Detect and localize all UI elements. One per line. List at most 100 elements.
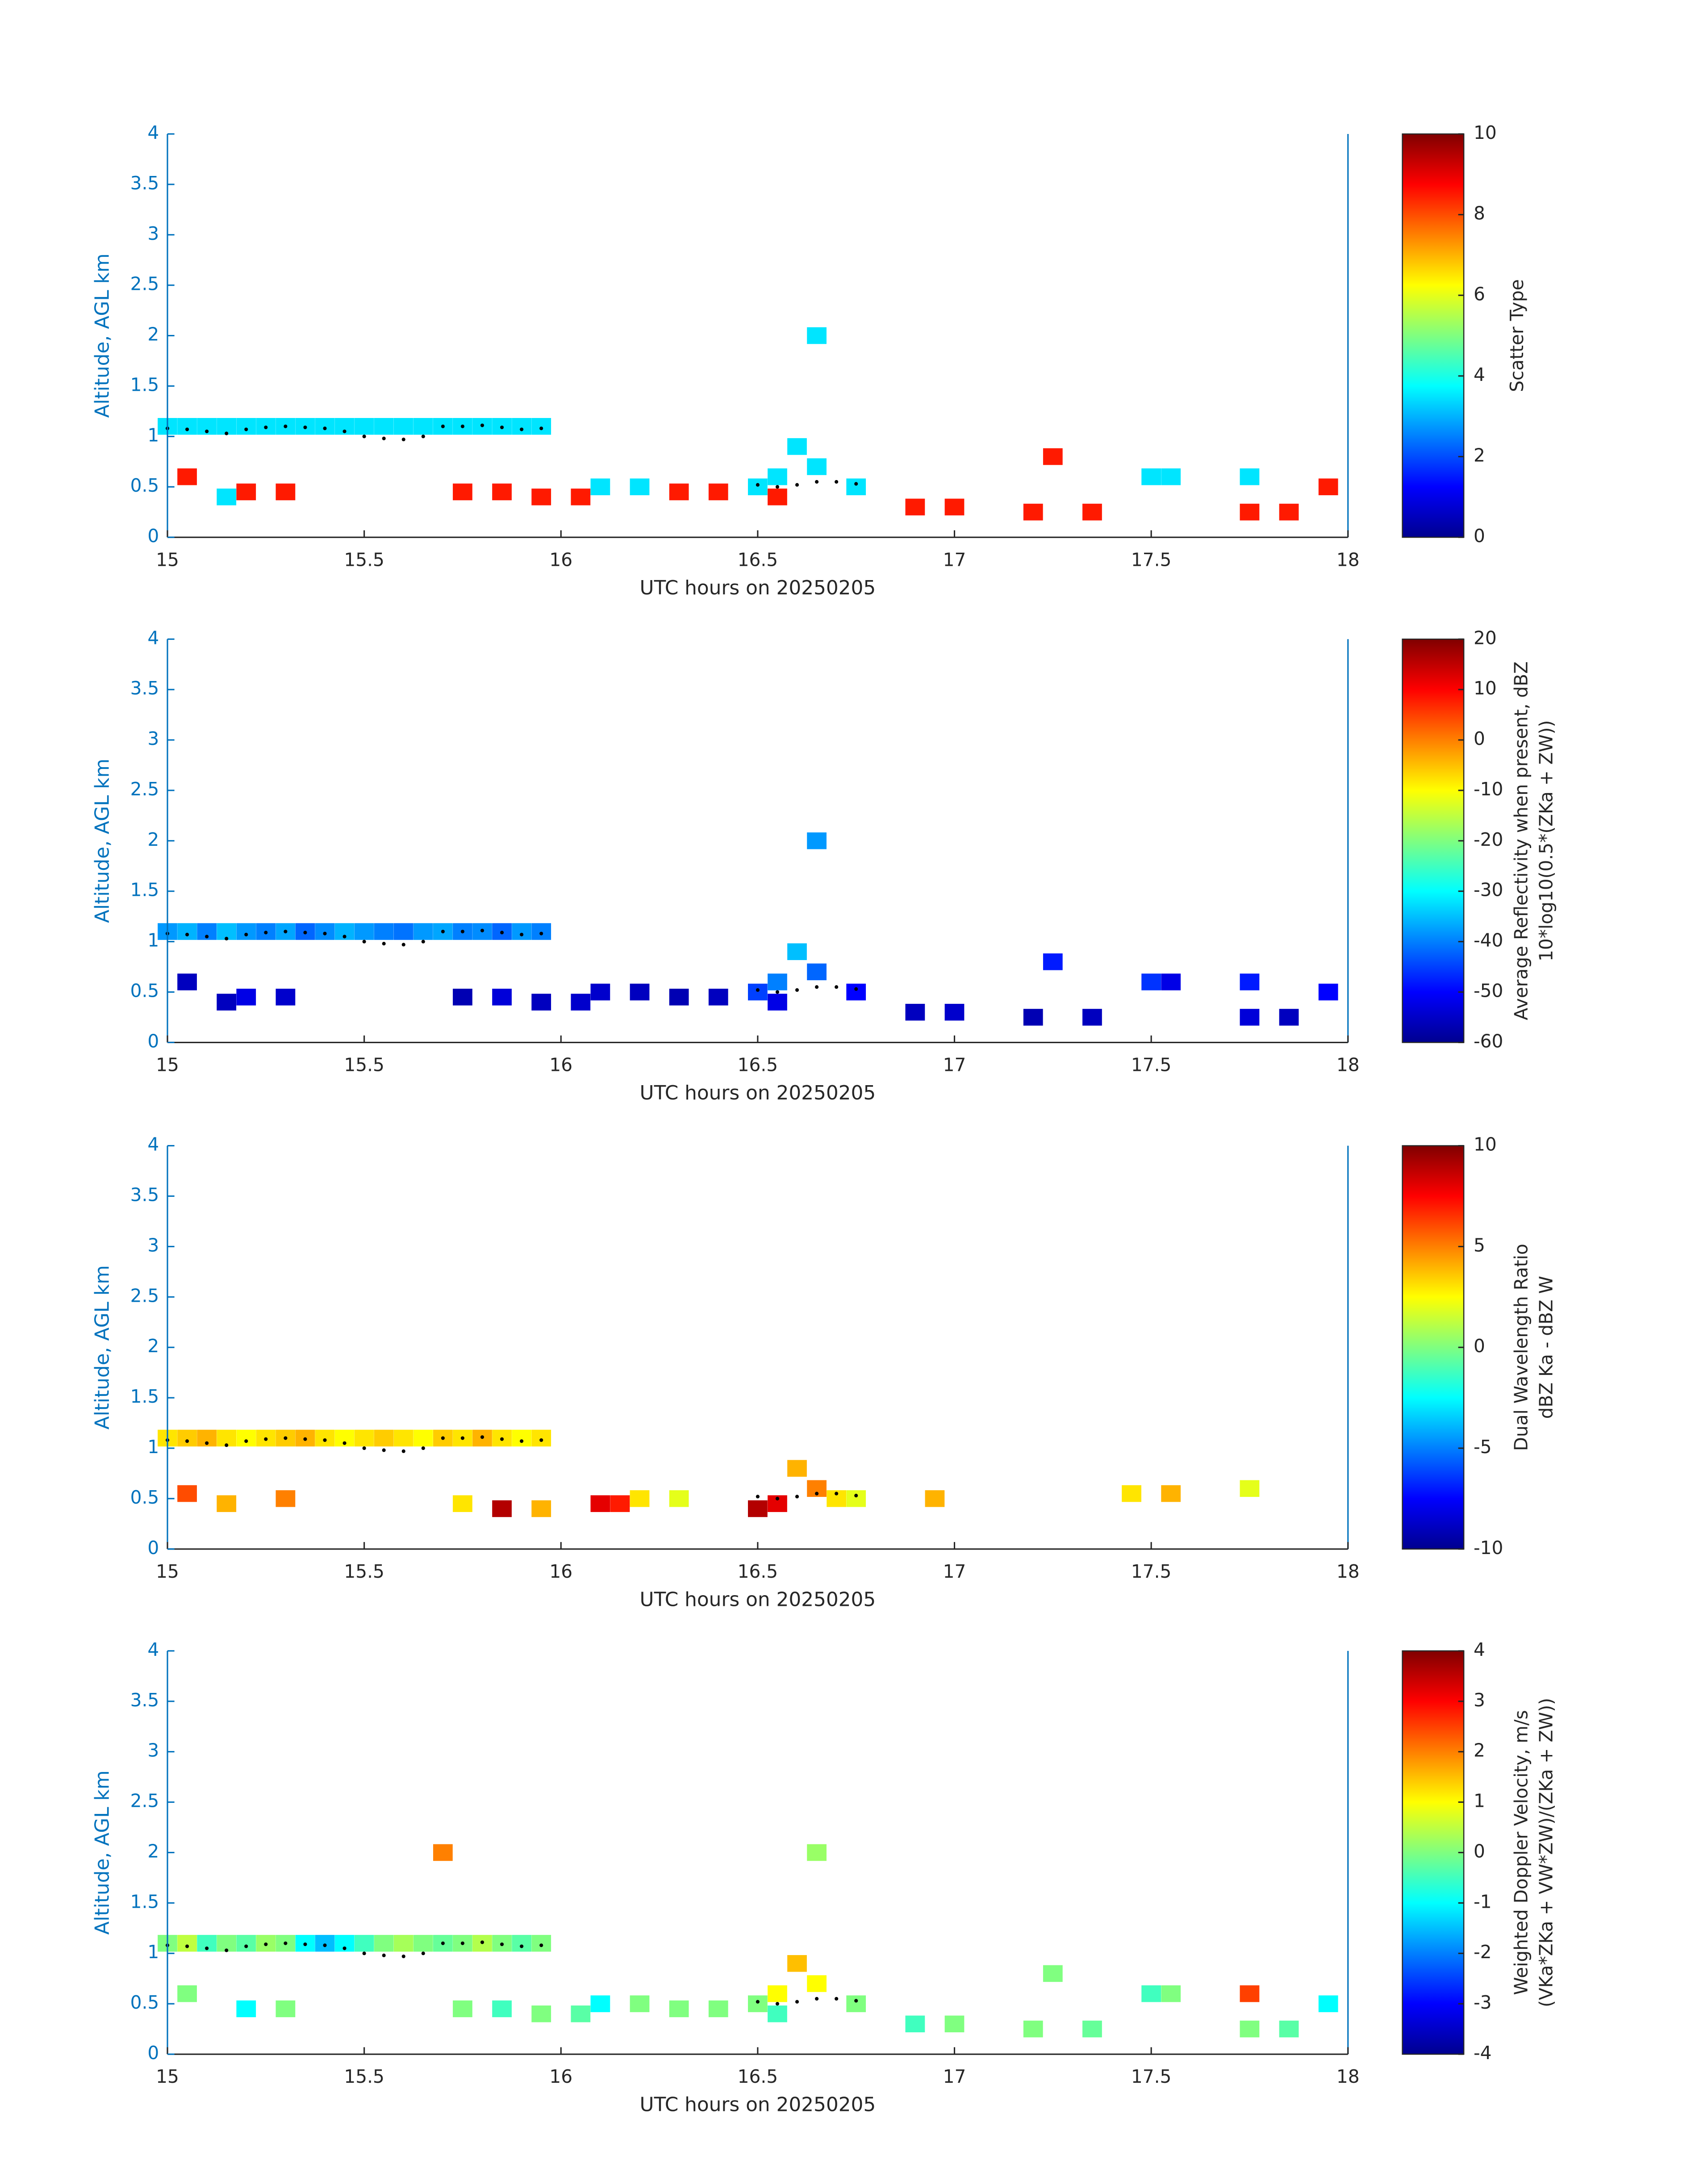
y-tick-label: 1.5: [130, 1891, 159, 1912]
cell: [236, 418, 256, 435]
cell: [925, 1490, 945, 1507]
colorbar-tick-label: 2: [1474, 445, 1485, 466]
cloud-base-dot: [539, 426, 543, 430]
cell: [807, 963, 827, 981]
cell: [846, 1995, 866, 2012]
cell: [748, 1995, 768, 2012]
cell: [374, 1935, 394, 1952]
cell: [276, 483, 296, 501]
y-tick-label: 3.5: [130, 1184, 159, 1206]
y-tick-label: 3.5: [130, 172, 159, 194]
y-axis-label: Altitude, AGL km: [91, 759, 113, 923]
cell: [217, 1495, 237, 1512]
cloud-base-dot: [264, 931, 268, 935]
cell: [590, 983, 610, 1001]
x-tick-label: 17: [943, 1054, 966, 1076]
colorbar-tick-label: -60: [1474, 1030, 1503, 1052]
cell: [177, 418, 197, 435]
cell: [276, 1490, 296, 1507]
cloud-base-dot: [835, 1492, 839, 1496]
x-tick-label: 17.5: [1131, 2066, 1171, 2087]
cloud-base-dot: [284, 929, 288, 934]
cloud-base-dot: [225, 1443, 229, 1447]
x-tick-label: 15.5: [344, 1561, 384, 1582]
colorbar-tick-label: -2: [1474, 1941, 1492, 1963]
x-tick-label: 16: [549, 1054, 572, 1076]
colorbar-tick-label: -10: [1474, 1537, 1503, 1559]
x-tick-label: 15: [156, 1561, 179, 1582]
cell: [492, 483, 512, 501]
cell: [393, 418, 413, 435]
y-tick-label: 3: [147, 728, 159, 749]
y-tick-label: 2.5: [130, 1790, 159, 1812]
cell: [748, 1500, 768, 1517]
cloud-base-dot: [205, 935, 209, 939]
colorbar-tick-label: 10: [1474, 1134, 1497, 1155]
cell: [787, 438, 807, 455]
colorbar-tick-label: 0: [1474, 1840, 1485, 1862]
x-tick-label: 16.5: [738, 1054, 778, 1076]
cloud-base-dot: [480, 1940, 484, 1944]
cell: [315, 418, 335, 435]
x-tick-label: 17.5: [1131, 1561, 1171, 1582]
x-tick-label: 18: [1336, 2066, 1360, 2087]
cloud-base-dot: [382, 1448, 386, 1452]
cell: [492, 1500, 512, 1517]
cell: [768, 974, 787, 990]
cloud-base-dot: [225, 431, 229, 435]
cell: [531, 1500, 551, 1517]
y-tick-label: 2: [147, 1335, 159, 1357]
cell: [1161, 974, 1181, 990]
cell: [217, 489, 237, 506]
x-axis-label: UTC hours on 20250205: [640, 577, 876, 599]
cloud-base-dot: [500, 1437, 504, 1441]
cell: [177, 974, 197, 990]
cloud-base-dot: [795, 2000, 799, 2004]
cell: [1122, 1485, 1141, 1502]
colorbar-label: dBZ Ka - dBZ W: [1536, 1276, 1557, 1419]
cloud-base-dot: [815, 480, 819, 484]
colorbar-tick-label: 10: [1474, 122, 1497, 143]
cell: [807, 458, 827, 475]
colorbar: [1402, 133, 1465, 538]
cell: [708, 483, 728, 501]
cloud-base-dot: [401, 943, 405, 947]
cell: [1082, 2020, 1102, 2038]
cloud-base-dot: [421, 1446, 425, 1450]
cell: [1141, 468, 1161, 485]
cloud-base-dot: [795, 1495, 799, 1499]
cell: [1240, 468, 1260, 485]
colorbar-tick-label: 5: [1474, 1234, 1485, 1256]
cloud-base-dot: [362, 940, 366, 944]
cell: [630, 1995, 650, 2012]
x-axis-label: UTC hours on 20250205: [640, 1588, 876, 1611]
y-tick-label: 2: [147, 1840, 159, 1862]
cloud-base-dot: [756, 483, 760, 487]
cell: [177, 1935, 197, 1952]
cloud-base-dot: [815, 1997, 819, 2001]
cloud-base-dot: [854, 1494, 858, 1498]
y-tick-label: 0.5: [130, 1487, 159, 1508]
colorbar-tick-label: 4: [1474, 364, 1485, 385]
cell: [708, 989, 728, 1006]
y-tick-label: 3: [147, 223, 159, 244]
cell: [354, 1935, 374, 1952]
cloud-base-dot: [441, 1941, 445, 1945]
cell: [768, 489, 787, 506]
colorbar-tick-label: 6: [1474, 283, 1485, 305]
y-tick-label: 2: [147, 324, 159, 345]
cell: [610, 1495, 630, 1512]
cloud-base-dot: [244, 1944, 248, 1948]
cloud-base-dot: [185, 1439, 189, 1443]
cloud-base-dot: [205, 1441, 209, 1445]
cloud-base-dot: [854, 1999, 858, 2003]
cell: [453, 2000, 472, 2018]
colorbar-tick-label: -1: [1474, 1891, 1492, 1912]
cell: [177, 468, 197, 485]
cell: [630, 983, 650, 1001]
cell: [846, 983, 866, 1001]
cell: [354, 1429, 374, 1447]
colorbar-tick-label: 8: [1474, 203, 1485, 224]
cloud-base-dot: [264, 1942, 268, 1946]
cell: [236, 2000, 256, 2018]
